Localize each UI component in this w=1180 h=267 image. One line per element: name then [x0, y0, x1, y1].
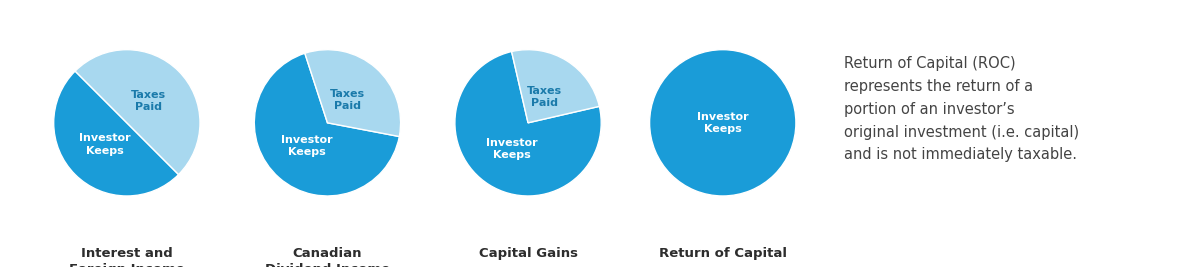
Text: Return of Capital (ROC)
represents the return of a
portion of an investor’s
orig: Return of Capital (ROC) represents the r… [844, 56, 1079, 162]
Wedge shape [512, 50, 599, 123]
Text: Investor
Keeps: Investor Keeps [281, 135, 333, 157]
Wedge shape [455, 52, 601, 196]
Wedge shape [304, 50, 400, 136]
Text: Canadian
Dividend Income: Canadian Dividend Income [264, 247, 391, 267]
Wedge shape [649, 50, 795, 196]
Wedge shape [255, 53, 399, 196]
Text: Investor
Keeps: Investor Keeps [79, 133, 131, 156]
Text: Taxes
Paid: Taxes Paid [330, 89, 366, 111]
Text: Interest and
Foreign Income: Interest and Foreign Income [68, 247, 185, 267]
Text: Capital Gains: Capital Gains [479, 247, 577, 260]
Text: Taxes
Paid: Taxes Paid [526, 85, 562, 108]
Text: Investor
Keeps: Investor Keeps [486, 138, 538, 160]
Text: Investor
Keeps: Investor Keeps [697, 112, 748, 134]
Text: Return of Capital: Return of Capital [658, 247, 787, 260]
Wedge shape [53, 71, 178, 196]
Text: Taxes
Paid: Taxes Paid [131, 90, 166, 112]
Wedge shape [76, 50, 201, 175]
